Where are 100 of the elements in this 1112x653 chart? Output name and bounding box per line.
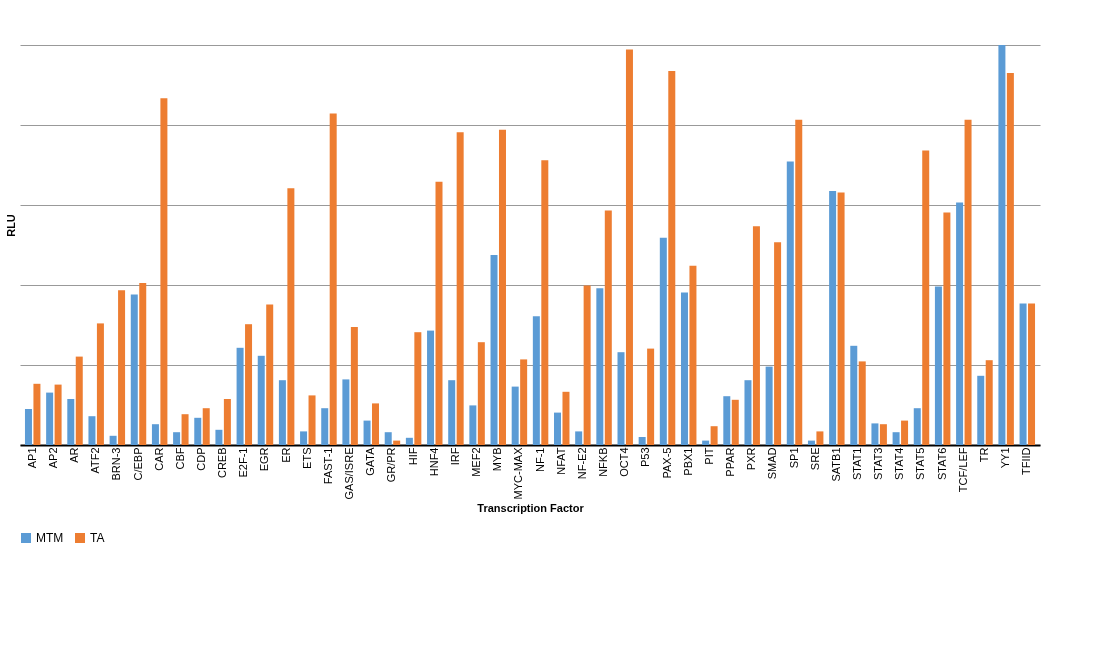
bar — [372, 403, 380, 445]
x-tick-label: STAT6 — [935, 447, 948, 481]
x-tick-label: TR — [977, 447, 990, 463]
x-tick-label: E2F-1 — [237, 447, 250, 478]
x-tick-label: ATF2 — [89, 447, 102, 474]
x-tick-label: SP1 — [787, 447, 800, 469]
x-tick-label: HNF4 — [427, 447, 440, 477]
bar — [96, 323, 104, 445]
bar — [554, 412, 562, 445]
x-tick-label: C/EBP — [131, 447, 144, 481]
bar — [956, 202, 964, 445]
bar — [532, 316, 540, 445]
bar — [151, 424, 159, 445]
x-tick-label: EGR — [258, 447, 271, 472]
bar — [456, 132, 464, 445]
bar — [913, 408, 921, 445]
bar — [680, 292, 688, 445]
bar — [702, 440, 710, 445]
x-tick-label: NFAT — [554, 447, 567, 475]
bar — [469, 405, 477, 445]
bar — [329, 113, 337, 445]
x-tick-label: P53 — [639, 447, 652, 468]
x-tick-label: AP2 — [46, 447, 59, 469]
bar — [689, 265, 697, 445]
bar — [109, 435, 117, 445]
x-tick-label: CBF — [173, 447, 186, 470]
bar — [575, 431, 583, 445]
x-tick-label: STAT5 — [914, 447, 927, 481]
x-tick-label: CDP — [194, 447, 207, 471]
bar — [511, 386, 519, 445]
bar — [638, 437, 646, 445]
x-tick-label: TFIID — [1020, 447, 1033, 475]
bar — [596, 288, 604, 445]
bar — [448, 380, 456, 445]
x-tick-label: YY1 — [999, 447, 1012, 469]
bar — [173, 432, 181, 445]
bar — [490, 255, 498, 445]
bar — [118, 290, 126, 445]
bar — [795, 119, 803, 445]
y-axis-title: RLU — [4, 214, 17, 237]
bar — [321, 408, 329, 445]
bar — [816, 431, 824, 445]
x-tick-label: AP1 — [25, 447, 38, 469]
bar — [710, 426, 718, 445]
bar — [731, 399, 739, 445]
bar — [342, 379, 350, 445]
bar — [765, 366, 773, 445]
bar — [24, 409, 32, 445]
x-tick-label: MYB — [491, 447, 504, 472]
legend-label: TA — [90, 531, 105, 545]
x-tick-label: STAT3 — [872, 447, 885, 481]
bar — [964, 119, 972, 445]
bar — [985, 360, 993, 445]
bar — [278, 380, 286, 445]
x-tick-label: HIF — [406, 447, 419, 466]
bar — [774, 242, 782, 445]
bar — [215, 429, 223, 445]
bar — [139, 283, 147, 445]
bar — [871, 423, 879, 445]
bar — [427, 330, 435, 445]
x-tick-label: SATB1 — [829, 447, 842, 482]
bar — [236, 347, 244, 445]
x-tick-label: SRE — [808, 447, 821, 471]
bar — [807, 440, 815, 445]
bar — [879, 424, 887, 445]
x-tick-label: PBX1 — [681, 447, 694, 476]
bar — [829, 191, 837, 445]
legend-label: MTM — [36, 531, 64, 545]
bar — [901, 420, 909, 445]
bar — [363, 420, 371, 445]
bar — [934, 286, 942, 445]
bar — [300, 431, 308, 445]
x-tick-label: FAST-1 — [321, 447, 334, 485]
x-tick-label: AR — [68, 447, 81, 463]
x-tick-label: IRF — [448, 447, 461, 466]
bar — [850, 345, 858, 445]
bar — [88, 416, 96, 445]
bar — [562, 391, 570, 445]
bar — [837, 192, 845, 445]
bar — [541, 160, 549, 445]
bar — [943, 212, 951, 445]
bar — [414, 332, 422, 445]
bar — [604, 210, 612, 445]
bar — [33, 383, 41, 445]
x-tick-label: NF-1 — [533, 447, 546, 472]
bar — [384, 432, 392, 445]
x-tick-label: STAT1 — [851, 447, 864, 481]
bar — [858, 361, 866, 445]
x-tick-label: NF-E2 — [575, 447, 588, 480]
bar — [752, 226, 760, 445]
x-tick-label: MEF2 — [470, 447, 483, 477]
bar — [223, 399, 231, 445]
bar — [647, 348, 655, 445]
bar — [723, 396, 731, 445]
bar — [583, 285, 591, 445]
bar — [46, 392, 54, 445]
x-tick-label: PXR — [745, 447, 758, 471]
bar — [435, 181, 443, 445]
x-axis-title: Transcription Factor — [477, 502, 585, 515]
bar — [659, 237, 667, 445]
